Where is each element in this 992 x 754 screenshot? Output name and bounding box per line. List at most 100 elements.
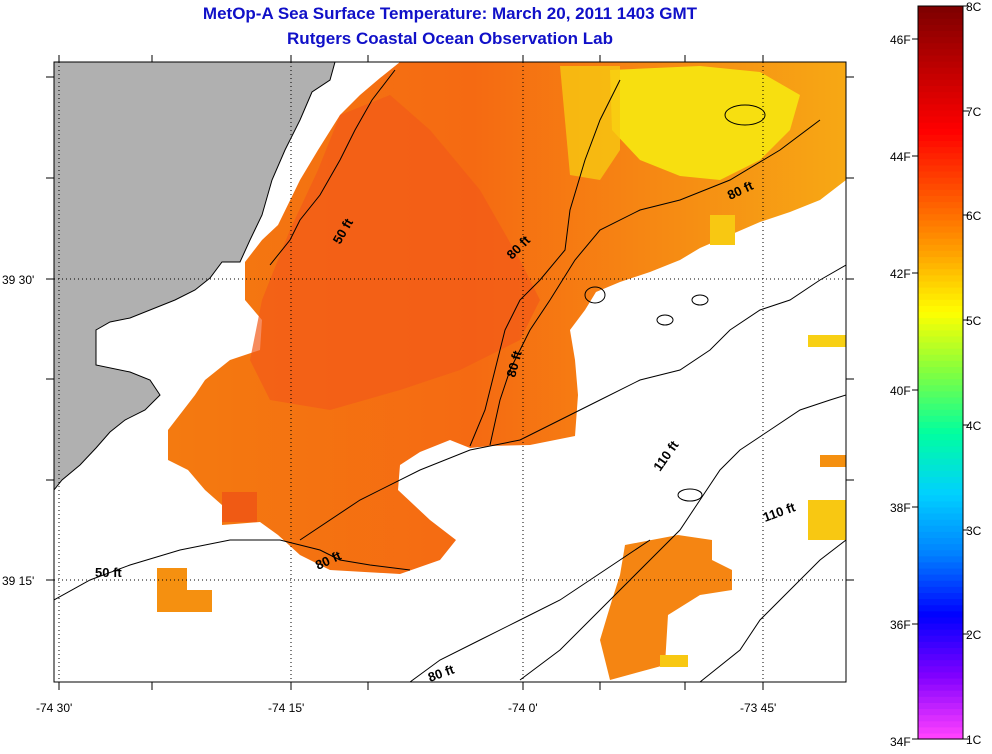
colorbar-swatch: [918, 684, 963, 691]
sst-cool-patch: [610, 66, 800, 180]
colorbar-swatch: [918, 409, 963, 416]
sst-patch: [820, 455, 846, 467]
coastline-contours: [54, 62, 846, 682]
colorbar-swatch: [918, 549, 963, 557]
colorbar-label-c: 5C: [966, 314, 982, 328]
colorbar-swatch: [918, 531, 963, 539]
lon-label: -74 0': [508, 701, 538, 715]
colorbar-swatch: [918, 189, 963, 196]
contour-label: 50 ft: [95, 565, 122, 580]
colorbar-swatch: [918, 354, 963, 361]
colorbar-swatch: [918, 390, 963, 398]
colorbar-swatch: [918, 458, 963, 465]
colorbar-swatch: [918, 445, 963, 453]
colorbar-swatch: [918, 616, 963, 624]
colorbar-label-f: 38F: [890, 501, 911, 515]
colorbar-swatch: [918, 225, 963, 233]
colorbar-swatch: [918, 250, 963, 258]
colorbar-swatch: [918, 219, 963, 227]
colorbar-swatch: [918, 97, 963, 105]
colorbar-ticks: [912, 5, 969, 740]
colorbar-swatch: [918, 268, 963, 276]
colorbar-label-f: 42F: [890, 267, 911, 281]
colorbar-swatch: [918, 690, 963, 697]
colorbar-swatch: [918, 305, 963, 313]
colorbar-swatch: [918, 702, 963, 710]
colorbar-swatch: [918, 378, 963, 386]
colorbar-swatch: [918, 403, 963, 410]
colorbar-swatch: [918, 323, 963, 331]
map-title: MetOp-A Sea Surface Temperature: March 2…: [202, 4, 698, 23]
colorbar-frame: [917, 5, 964, 740]
contour-label: 80 ft: [503, 348, 525, 378]
colorbar-label-f: 44F: [890, 150, 911, 164]
colorbar-label-c: 7C: [966, 105, 982, 119]
lon-label: -73 45': [740, 701, 776, 715]
colorbar-swatch: [918, 519, 963, 526]
colorbar-swatch: [918, 317, 963, 325]
colorbar-label-f: 34F: [890, 735, 911, 749]
colorbar-label-f: 36F: [890, 618, 911, 632]
colorbar-swatch: [918, 366, 963, 374]
colorbar-swatch: [918, 512, 963, 520]
colorbar-swatch: [918, 470, 963, 477]
sst-patch: [660, 655, 688, 667]
colorbar-swatch: [918, 286, 963, 294]
colorbar-swatch: [918, 372, 963, 380]
colorbar-swatch: [918, 543, 963, 551]
colorbar-swatch: [918, 537, 963, 545]
colorbar-label-f: 40F: [890, 384, 911, 398]
colorbar-label-c: 4C: [966, 419, 982, 433]
colorbar-swatch: [918, 103, 963, 111]
sst-patch: [808, 335, 846, 347]
colorbar-swatch: [918, 115, 963, 123]
colorbar-swatch: [918, 720, 963, 728]
colorbar-swatch: [918, 54, 963, 62]
colorbar-swatch: [918, 152, 963, 160]
colorbar-swatch: [918, 500, 963, 508]
colorbar-swatch: [918, 671, 963, 679]
colorbar-label-c: 3C: [966, 524, 982, 538]
colorbar-swatch: [918, 574, 963, 581]
lat-label: 39 30': [2, 273, 34, 287]
colorbar-swatch: [918, 299, 963, 306]
colorbar-swatch: [918, 238, 963, 245]
colorbar-swatch: [918, 580, 963, 587]
colorbar-swatch: [918, 592, 963, 600]
colorbar-swatch: [918, 635, 963, 642]
colorbar-swatch: [918, 183, 963, 190]
colorbar-swatch: [918, 6, 963, 13]
colorbar-swatch: [918, 482, 963, 490]
sst-patch: [710, 215, 735, 245]
colorbar-swatch: [918, 433, 963, 441]
colorbar-swatch: [918, 280, 963, 288]
colorbar-label-f: 46F: [890, 33, 911, 47]
colorbar-swatch: [918, 30, 963, 38]
colorbar-swatch: [918, 696, 963, 703]
colorbar-swatch: [918, 439, 963, 447]
colorbar-label-c: 1C: [966, 733, 982, 747]
colorbar-swatch: [918, 146, 963, 154]
colorbar-swatch: [918, 476, 963, 484]
colorbar-swatch: [918, 494, 963, 502]
colorbar-swatch: [918, 195, 963, 203]
colorbar-swatch: [918, 604, 963, 612]
colorbar-swatch: [918, 335, 963, 343]
colorbar-swatch: [918, 732, 963, 740]
colorbar-swatch: [918, 567, 963, 575]
colorbar-swatch: [918, 341, 963, 349]
colorbar-swatch: [918, 48, 963, 56]
colorbar-swatch: [918, 427, 963, 435]
colorbar-swatch: [918, 464, 963, 471]
colorbar-label-c: 8C: [966, 0, 982, 14]
colorbar-gradient: [918, 6, 963, 740]
colorbar-swatch: [918, 164, 963, 172]
sst-hot-core: [250, 95, 540, 410]
colorbar-swatch: [918, 73, 963, 80]
colorbar-swatch: [918, 311, 963, 319]
colorbar-swatch: [918, 708, 963, 716]
colorbar-swatch: [918, 629, 963, 636]
colorbar-swatch: [918, 714, 963, 722]
